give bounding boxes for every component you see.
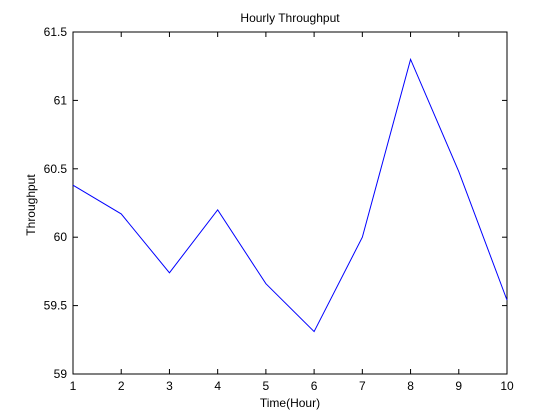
y-tick-label: 60.5 bbox=[44, 162, 68, 176]
y-tick-label: 59 bbox=[54, 367, 68, 381]
x-axis-label: Time(Hour) bbox=[260, 396, 320, 410]
y-tick-label: 61 bbox=[54, 93, 68, 107]
y-tick-label: 59.5 bbox=[44, 299, 68, 313]
x-tick-label: 9 bbox=[455, 379, 462, 393]
y-axis-label: Throughput bbox=[24, 174, 38, 236]
x-tick-label: 2 bbox=[118, 379, 125, 393]
x-tick-label: 10 bbox=[500, 379, 514, 393]
series-line bbox=[72, 57, 508, 333]
x-tick-label: 5 bbox=[263, 379, 270, 393]
x-tick-label: 3 bbox=[166, 379, 173, 393]
x-tick-label: 1 bbox=[70, 379, 77, 393]
x-tick-label: 7 bbox=[359, 379, 366, 393]
y-tick-label: 60 bbox=[54, 230, 68, 244]
plot-layer: 1 2 3 4 5 6 7 8 9 10 59 59.5 60 60.5 61 61.5 bbox=[44, 25, 514, 393]
plot-frame bbox=[72, 31, 508, 375]
x-tick-label: 6 bbox=[311, 379, 318, 393]
chart-title: Hourly Throughput bbox=[240, 11, 340, 25]
x-tick-label: 4 bbox=[214, 379, 221, 393]
y-tick-label: 61.5 bbox=[44, 25, 68, 39]
x-tick-label: 8 bbox=[407, 379, 414, 393]
